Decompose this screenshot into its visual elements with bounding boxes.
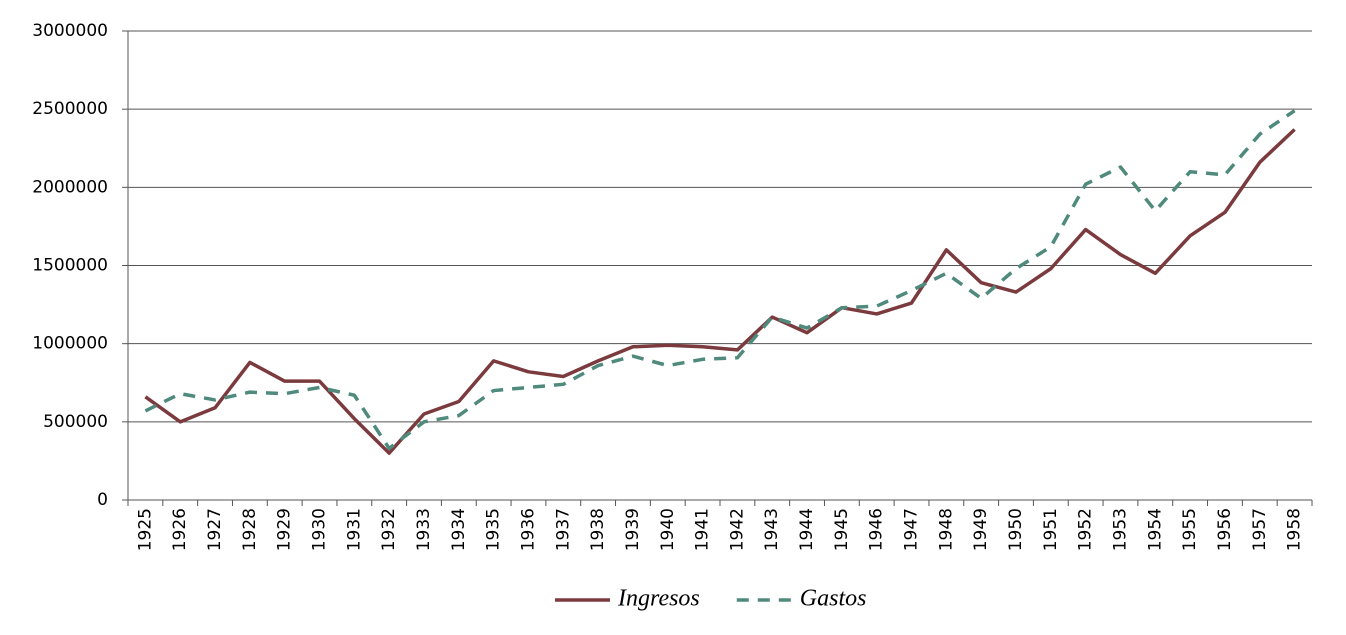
x-tick-label: 1933	[414, 508, 434, 551]
x-tick-label: 1937	[553, 508, 573, 551]
x-tick-label: 1955	[1180, 508, 1200, 551]
x-tick-label: 1940	[658, 508, 678, 551]
x-tick-label: 1931	[344, 508, 364, 551]
x-tick-label: 1944	[797, 508, 817, 551]
x-tick-label: 1930	[310, 508, 330, 551]
x-tick-label: 1952	[1076, 508, 1096, 551]
y-tick-label: 3000000	[32, 21, 108, 41]
y-tick-label: 0	[97, 490, 108, 510]
y-tick-label: 500000	[43, 412, 108, 432]
x-tick-label: 1939	[623, 508, 643, 551]
x-tick-label: 1935	[484, 508, 504, 551]
x-tick-label: 1932	[379, 508, 399, 551]
line-series	[144, 109, 1296, 451]
x-tick-label: 1943	[762, 508, 782, 551]
y-tick-label: 2500000	[32, 99, 108, 119]
y-tick-label: 1000000	[32, 334, 108, 354]
x-tick-label: 1958	[1285, 508, 1305, 551]
x-tick-label: 1927	[205, 508, 225, 551]
x-tick-label: 1951	[1041, 508, 1061, 551]
y-tick-label: 1500000	[32, 256, 108, 276]
x-tick-label: 1953	[1110, 508, 1130, 551]
x-tick-label: 1925	[135, 508, 155, 551]
x-tick-label: 1949	[971, 508, 991, 551]
x-tick-label: 1946	[867, 508, 887, 551]
x-tick-label: 1950	[1006, 508, 1026, 551]
x-tick-label: 1956	[1215, 508, 1235, 551]
line-series	[144, 128, 1296, 455]
y-tick-label: 2000000	[32, 177, 108, 197]
x-tick-label: 1942	[727, 508, 747, 551]
x-tick-label: 1957	[1250, 508, 1270, 551]
legend-label: Gastos	[800, 586, 867, 612]
x-tick-label: 1929	[275, 508, 295, 551]
x-tick-label: 1947	[902, 508, 922, 551]
x-tick-label: 1938	[588, 508, 608, 551]
x-tick-label: 1934	[449, 508, 469, 551]
legend-label: Ingresos	[617, 586, 700, 612]
x-tick-label: 1936	[518, 508, 538, 551]
x-tick-label: 1926	[170, 508, 190, 551]
x-tick-label: 1928	[240, 508, 260, 551]
x-tick-label: 1948	[936, 508, 956, 551]
x-tick-label: 1941	[693, 508, 713, 551]
x-tick-label: 1954	[1145, 508, 1165, 551]
x-tick-label: 1945	[832, 508, 852, 551]
